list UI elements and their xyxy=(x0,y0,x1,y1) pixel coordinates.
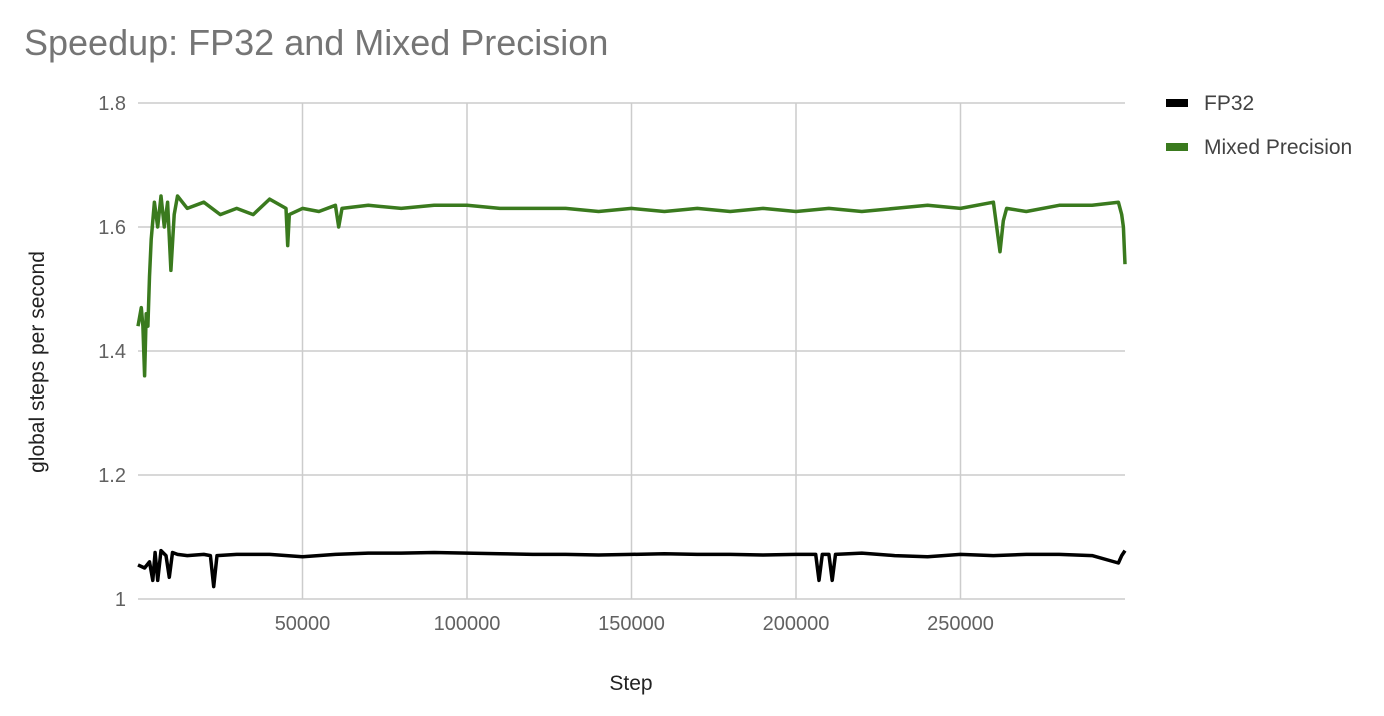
x-tick-labels: 50000 100000 150000 200000 250000 xyxy=(275,613,994,635)
series-line-0 xyxy=(137,548,1127,589)
y-tick-label: 1.6 xyxy=(98,217,126,239)
x-tick-label: 50000 xyxy=(275,613,331,635)
x-tick-label: 100000 xyxy=(434,613,501,635)
gridlines xyxy=(138,102,1125,600)
x-tick-label: 150000 xyxy=(598,613,665,635)
series-line-1 xyxy=(136,194,1127,378)
y-tick-label: 1.4 xyxy=(98,341,126,363)
legend: FP32 Mixed Precision xyxy=(1166,92,1352,159)
y-tick-label: 1.8 xyxy=(98,93,126,115)
y-tick-label: 1 xyxy=(115,589,126,611)
x-tick-label: 200000 xyxy=(763,613,830,635)
legend-label: FP32 xyxy=(1204,92,1254,115)
y-tick-label: 1.2 xyxy=(98,465,126,487)
y-axis-title: global steps per second xyxy=(26,251,49,473)
x-tick-label: 250000 xyxy=(927,613,994,635)
y-tick-labels: 1 1.2 1.4 1.6 1.8 xyxy=(98,93,126,611)
legend-swatch xyxy=(1166,143,1188,151)
series-lines xyxy=(136,194,1127,589)
legend-swatch xyxy=(1166,99,1188,107)
x-axis-title: Step xyxy=(609,672,652,695)
chart-title: Speedup: FP32 and Mixed Precision xyxy=(24,22,609,63)
legend-label: Mixed Precision xyxy=(1204,136,1352,159)
